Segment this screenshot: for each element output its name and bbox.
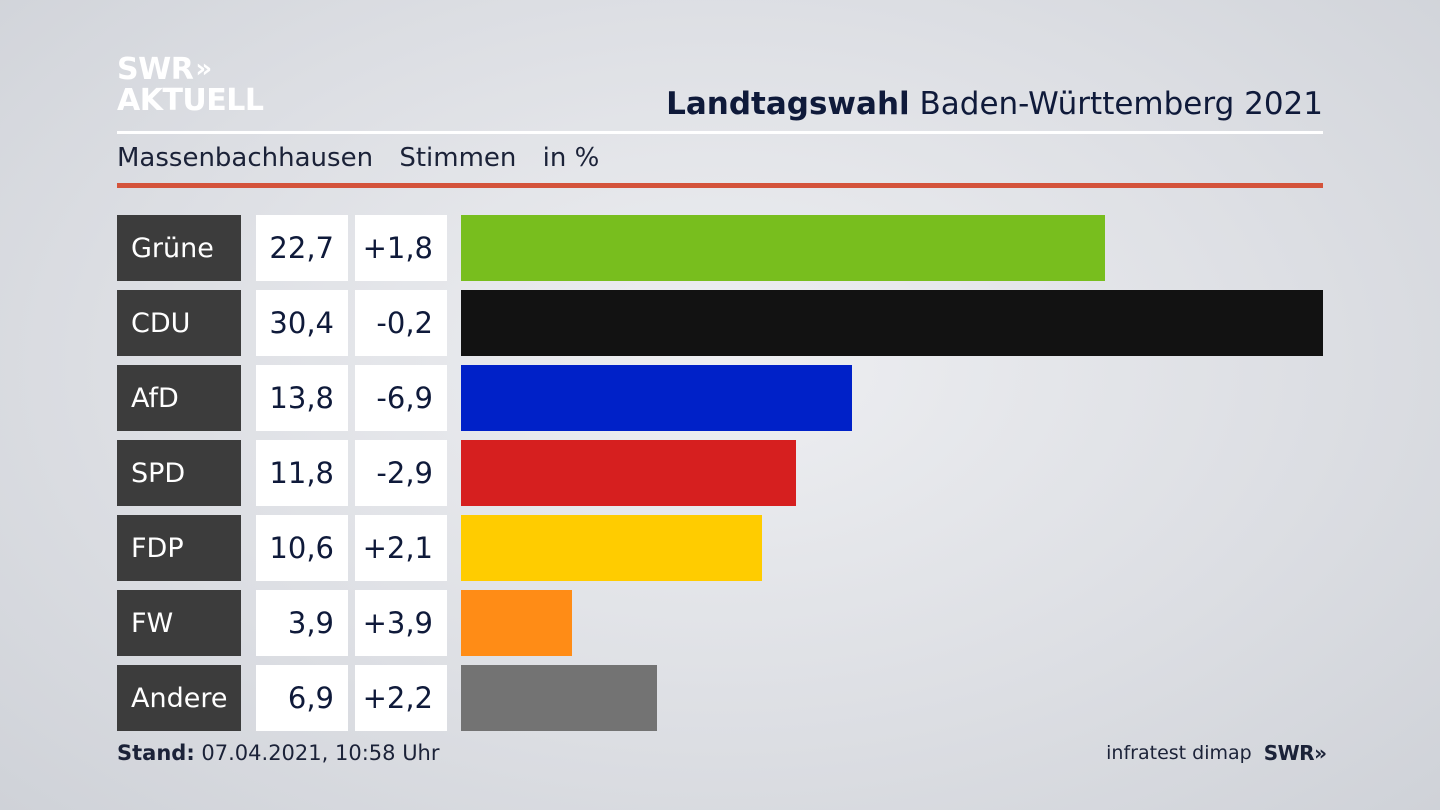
diff-label: +3,9 xyxy=(355,590,447,656)
party-label: Andere xyxy=(117,665,241,731)
brand-text: SWR xyxy=(1263,741,1315,765)
diff-label: +2,2 xyxy=(355,665,447,731)
title-rest: Baden-Württemberg 2021 xyxy=(919,86,1323,122)
title-bold: Landtagswahl xyxy=(666,86,910,122)
value-label: 13,8 xyxy=(256,365,348,431)
brand-chevron-icon: » xyxy=(1314,741,1327,765)
value-label: 22,7 xyxy=(256,215,348,281)
logo-aktuell-text: AKTUELL xyxy=(117,83,264,118)
bar xyxy=(461,365,852,431)
value-label: 10,6 xyxy=(256,515,348,581)
chart-row: SPD 11,8 -2,9 xyxy=(117,440,1323,506)
chart-row: FDP 10,6 +2,1 xyxy=(117,515,1323,581)
party-label: SPD xyxy=(117,440,241,506)
source-credit: infratest dimap SWR» xyxy=(1106,741,1327,765)
source-text: infratest dimap xyxy=(1106,742,1252,764)
bar xyxy=(461,440,796,506)
timestamp: Stand: 07.04.2021, 10:58 Uhr xyxy=(117,741,440,765)
diff-label: +1,8 xyxy=(355,215,447,281)
bar xyxy=(461,515,762,581)
diff-label: +2,1 xyxy=(355,515,447,581)
party-label: Grüne xyxy=(117,215,241,281)
page-title: Landtagswahl Baden-Württemberg 2021 xyxy=(666,86,1323,122)
logo-swr-text: SWR xyxy=(117,52,194,87)
subtitle-measure: Stimmen xyxy=(399,143,517,173)
subtitle-unit: in % xyxy=(542,143,600,173)
logo-chevron-icon: » xyxy=(195,54,212,84)
party-label: FW xyxy=(117,590,241,656)
chart-row: CDU 30,4 -0,2 xyxy=(117,290,1323,356)
chart-row: FW 3,9 +3,9 xyxy=(117,590,1323,656)
bar xyxy=(461,590,572,656)
party-label: FDP xyxy=(117,515,241,581)
stand-value: 07.04.2021, 10:58 Uhr xyxy=(201,741,440,765)
value-label: 6,9 xyxy=(256,665,348,731)
accent-divider xyxy=(117,183,1323,188)
chart-subtitle: Massenbachhausen Stimmen in % xyxy=(117,143,617,173)
bar xyxy=(461,215,1105,281)
value-label: 3,9 xyxy=(256,590,348,656)
value-label: 30,4 xyxy=(256,290,348,356)
swr-brand-logo: SWR» xyxy=(1263,741,1327,765)
chart-row: Andere 6,9 +2,2 xyxy=(117,665,1323,731)
header-divider xyxy=(117,131,1323,134)
bar xyxy=(461,290,1323,356)
diff-label: -2,9 xyxy=(355,440,447,506)
bar xyxy=(461,665,657,731)
chart-row: AfD 13,8 -6,9 xyxy=(117,365,1323,431)
party-label: CDU xyxy=(117,290,241,356)
party-label: AfD xyxy=(117,365,241,431)
swr-aktuell-logo: SWR » AKTUELL xyxy=(117,54,264,116)
diff-label: -0,2 xyxy=(355,290,447,356)
stand-label: Stand: xyxy=(117,741,195,765)
diff-label: -6,9 xyxy=(355,365,447,431)
subtitle-place: Massenbachhausen xyxy=(117,143,374,173)
value-label: 11,8 xyxy=(256,440,348,506)
chart-row: Grüne 22,7 +1,8 xyxy=(117,215,1323,281)
